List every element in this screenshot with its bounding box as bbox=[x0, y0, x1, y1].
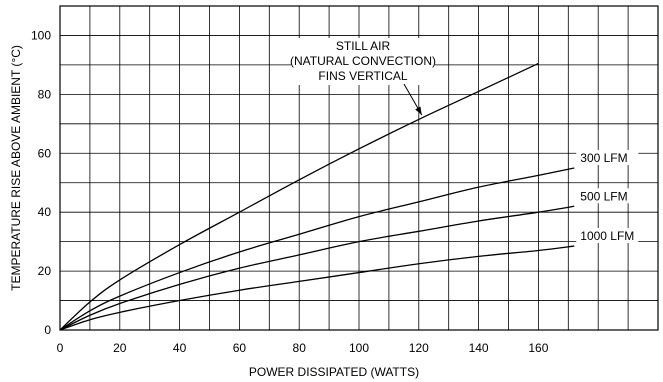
y-tick-label: 20 bbox=[38, 264, 52, 278]
y-tick-label: 80 bbox=[38, 87, 52, 101]
x-tick-label: 60 bbox=[233, 341, 247, 355]
y-tick-label: 60 bbox=[38, 146, 52, 160]
series-lines bbox=[60, 63, 574, 330]
y-tick-label: 100 bbox=[31, 28, 51, 42]
x-tick-label: 80 bbox=[293, 341, 307, 355]
y-tick-label: 40 bbox=[38, 205, 52, 219]
x-tick-label: 140 bbox=[469, 341, 489, 355]
series-line bbox=[60, 206, 574, 330]
series-line bbox=[60, 246, 574, 330]
series-label: 300 LFM bbox=[580, 151, 627, 165]
still-air-annotation: STILL AIR (NATURAL CONVECTION) FINS VERT… bbox=[290, 38, 436, 115]
series-labels: 300 LFM 500 LFM 1000 LFM bbox=[576, 150, 638, 243]
y-axis-label: TEMPERATURE RISE ABOVE AMBIENT (°C) bbox=[9, 45, 23, 291]
annotation-line-3: FINS VERTICAL bbox=[318, 69, 407, 83]
x-tick-label: 40 bbox=[173, 341, 187, 355]
series-label: 1000 LFM bbox=[580, 229, 634, 243]
x-tick-label: 120 bbox=[409, 341, 429, 355]
x-tick-label: 160 bbox=[528, 341, 548, 355]
tick-labels: 0 20 40 60 80 100 120 140 160 0 20 40 60 80 100 bbox=[31, 28, 549, 355]
annotation-line-1: STILL AIR bbox=[336, 39, 391, 53]
series-line bbox=[60, 168, 574, 330]
x-tick-label: 0 bbox=[57, 341, 64, 355]
x-tick-label: 20 bbox=[113, 341, 127, 355]
y-tick-label: 0 bbox=[44, 323, 51, 337]
x-axis-label: POWER DISSIPATED (WATTS) bbox=[249, 365, 419, 379]
annotation-line-2: (NATURAL CONVECTION) bbox=[290, 54, 436, 68]
x-tick-label: 100 bbox=[349, 341, 369, 355]
series-label: 500 LFM bbox=[580, 189, 627, 203]
